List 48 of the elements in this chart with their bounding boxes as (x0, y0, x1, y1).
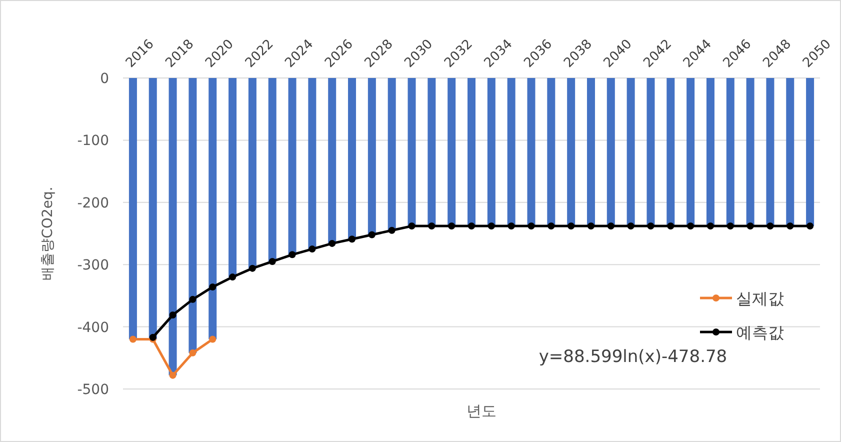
y-tick-label: -500 (77, 382, 109, 398)
point (189, 349, 196, 356)
point (528, 222, 535, 230)
point (288, 251, 296, 258)
point (248, 264, 256, 272)
point (189, 296, 196, 303)
x-axis-title: 년도 (466, 402, 496, 420)
y-tick-label: -200 (77, 195, 109, 212)
point (587, 222, 594, 230)
point (408, 222, 416, 230)
legend-label: 예측값 (736, 323, 784, 342)
point (129, 336, 136, 343)
y-tick-label: -400 (77, 320, 109, 336)
point (388, 226, 396, 234)
point (806, 222, 814, 230)
point (169, 311, 176, 318)
point (368, 231, 376, 238)
y-tick-label: 0 (100, 71, 109, 87)
point (627, 222, 634, 230)
point (488, 222, 495, 230)
point (209, 283, 216, 290)
point (687, 222, 694, 230)
point (229, 274, 236, 281)
point (607, 222, 614, 230)
annotation: y=88.599ln(x)-478.78 (538, 347, 728, 367)
point (786, 222, 794, 230)
y-tick-label: -300 (77, 258, 109, 274)
point (268, 258, 276, 265)
point (468, 222, 475, 230)
point (706, 222, 714, 230)
point (667, 222, 674, 230)
y-axis-title: 배출량CO2eq. (40, 186, 56, 280)
point (308, 246, 316, 253)
y-tick-label: -100 (77, 133, 109, 150)
point (169, 372, 176, 379)
legend-label: 실제값 (736, 289, 784, 308)
point (428, 222, 436, 230)
point (568, 222, 575, 230)
point (448, 222, 456, 230)
point (766, 222, 774, 230)
point (508, 222, 515, 230)
point (746, 222, 754, 230)
point (548, 222, 555, 230)
point (209, 336, 216, 343)
point (348, 236, 356, 243)
point (647, 222, 654, 230)
point (726, 222, 734, 230)
point (328, 240, 336, 247)
